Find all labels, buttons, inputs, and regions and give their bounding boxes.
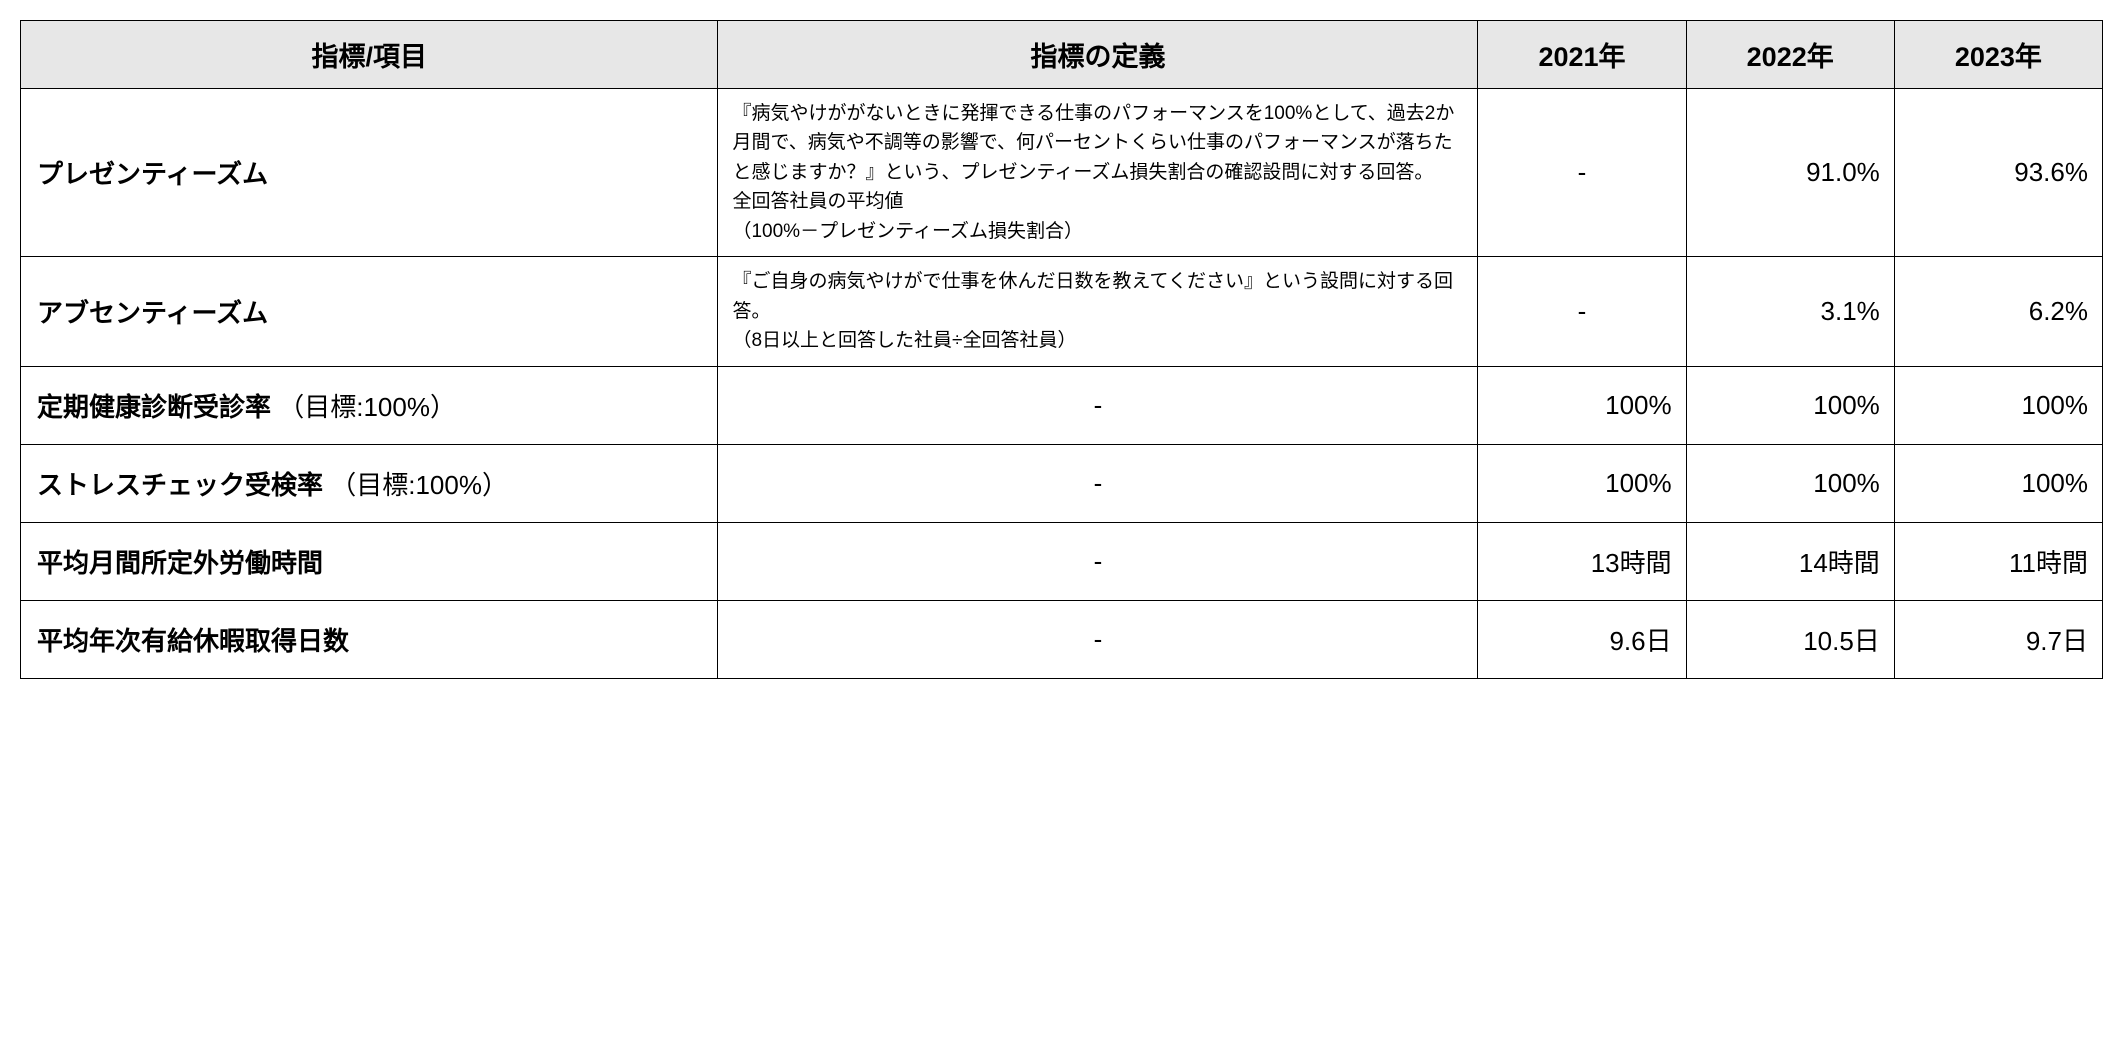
year-cell-2022: 10.5日 xyxy=(1686,600,1894,678)
metric-name: ストレスチェック受検率 xyxy=(37,470,323,500)
year-cell-2022: 14時間 xyxy=(1686,522,1894,600)
metric-name: アブセンティーズム xyxy=(37,298,268,328)
year-cell-2021: 9.6日 xyxy=(1478,600,1686,678)
table-row: ストレスチェック受検率 （目標:100%）-100%100%100% xyxy=(21,444,2103,522)
definition-cell: 『ご自身の病気やけがで仕事を休んだ日数を教えてください』という設問に対する回答。… xyxy=(718,257,1478,366)
year-cell-2023: 6.2% xyxy=(1894,257,2102,366)
year-cell-2022: 3.1% xyxy=(1686,257,1894,366)
metric-cell: ストレスチェック受検率 （目標:100%） xyxy=(21,444,718,522)
year-cell-2023: 11時間 xyxy=(1894,522,2102,600)
year-cell-2023: 100% xyxy=(1894,366,2102,444)
year-cell-2021: - xyxy=(1478,257,1686,366)
col-header-2022: 2022年 xyxy=(1686,21,1894,89)
metric-name: 平均年次有給休暇取得日数 xyxy=(37,626,349,656)
metric-name: 平均月間所定外労働時間 xyxy=(37,548,323,578)
metric-cell: 平均年次有給休暇取得日数 xyxy=(21,600,718,678)
year-cell-2021: 100% xyxy=(1478,444,1686,522)
year-cell-2023: 100% xyxy=(1894,444,2102,522)
year-cell-2022: 91.0% xyxy=(1686,89,1894,257)
table-row: 平均月間所定外労働時間 -13時間14時間11時間 xyxy=(21,522,2103,600)
metric-target: （目標:100%） xyxy=(271,392,456,422)
metric-target: （目標:100%） xyxy=(323,470,508,500)
year-cell-2021: 100% xyxy=(1478,366,1686,444)
metric-name: 定期健康診断受診率 xyxy=(37,392,271,422)
definition-cell: - xyxy=(718,366,1478,444)
table-header-row: 指標/項目 指標の定義 2021年 2022年 2023年 xyxy=(21,21,2103,89)
metric-cell: アブセンティーズム xyxy=(21,257,718,366)
table-row: 平均年次有給休暇取得日数 -9.6日10.5日9.7日 xyxy=(21,600,2103,678)
table-row: プレゼンティーズム 『病気やけががないときに発揮できる仕事のパフォーマンスを100… xyxy=(21,89,2103,257)
definition-cell: - xyxy=(718,600,1478,678)
table-row: アブセンティーズム 『ご自身の病気やけがで仕事を休んだ日数を教えてください』という… xyxy=(21,257,2103,366)
metric-name: プレゼンティーズム xyxy=(37,159,268,189)
metric-cell: 定期健康診断受診率 （目標:100%） xyxy=(21,366,718,444)
year-cell-2023: 9.7日 xyxy=(1894,600,2102,678)
year-cell-2021: - xyxy=(1478,89,1686,257)
definition-cell: - xyxy=(718,522,1478,600)
metric-cell: 平均月間所定外労働時間 xyxy=(21,522,718,600)
metric-cell: プレゼンティーズム xyxy=(21,89,718,257)
col-header-2023: 2023年 xyxy=(1894,21,2102,89)
year-cell-2023: 93.6% xyxy=(1894,89,2102,257)
definition-cell: - xyxy=(718,444,1478,522)
year-cell-2021: 13時間 xyxy=(1478,522,1686,600)
definition-cell: 『病気やけががないときに発揮できる仕事のパフォーマンスを100%として、過去2か… xyxy=(718,89,1478,257)
col-header-2021: 2021年 xyxy=(1478,21,1686,89)
col-header-metric: 指標/項目 xyxy=(21,21,718,89)
col-header-definition: 指標の定義 xyxy=(718,21,1478,89)
table-row: 定期健康診断受診率 （目標:100%）-100%100%100% xyxy=(21,366,2103,444)
year-cell-2022: 100% xyxy=(1686,444,1894,522)
metrics-table: 指標/項目 指標の定義 2021年 2022年 2023年 プレゼンティーズム『… xyxy=(20,20,2103,679)
year-cell-2022: 100% xyxy=(1686,366,1894,444)
